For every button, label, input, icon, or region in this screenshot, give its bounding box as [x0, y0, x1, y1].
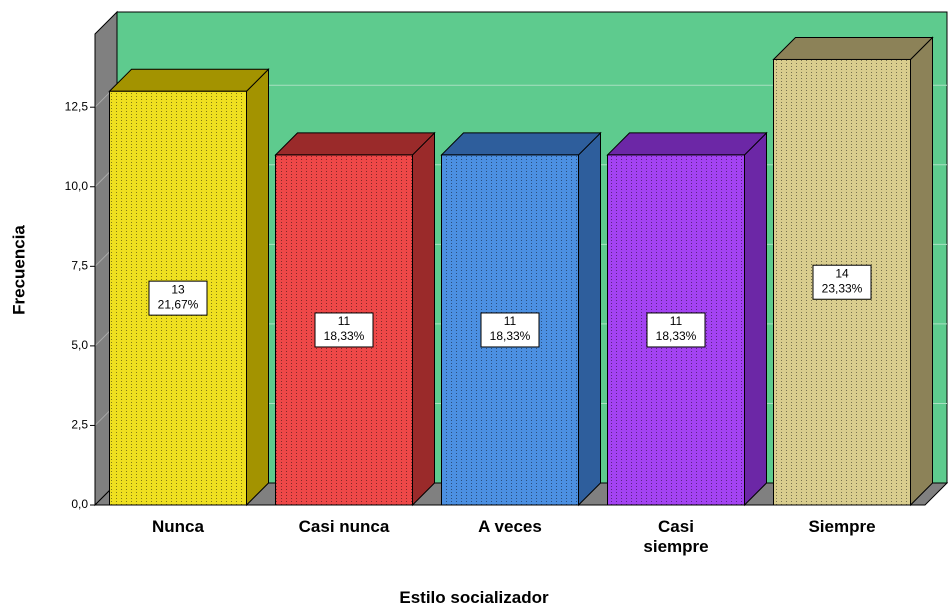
bar-side: [910, 36, 933, 507]
bar-side: [412, 131, 435, 507]
y-axis-title: Frecuencia: [9, 225, 28, 315]
x-axis-title: Estilo socializador: [399, 588, 549, 607]
bar-side: [578, 131, 601, 507]
x-tick-label: A veces: [478, 517, 542, 536]
bar-top: [772, 36, 934, 60]
data-label: 11: [670, 314, 683, 328]
y-tick-label: 10,0: [65, 179, 89, 193]
percent-label: 18,33%: [656, 329, 697, 343]
x-tick-label: Casi siempre: [643, 517, 709, 556]
x-tick-label: Casi nunca: [298, 517, 390, 536]
x-tick-label: Siempre: [808, 517, 876, 536]
x-tick-label: Nunca: [152, 517, 204, 536]
data-label-box: [314, 312, 374, 348]
percent-label: 18,33%: [490, 329, 531, 343]
data-label-box: [646, 312, 706, 348]
data-label-box: [480, 312, 540, 348]
y-tick-label: 5,0: [71, 338, 88, 352]
bar-side: [744, 131, 767, 507]
data-label: 11: [338, 314, 351, 328]
bar-top: [108, 68, 270, 92]
data-label: 14: [835, 266, 849, 280]
y-tick-label: 12,5: [65, 99, 89, 113]
data-label: 11: [504, 314, 517, 328]
data-label-box: [812, 264, 872, 300]
bar-top: [606, 132, 768, 156]
data-label-box: [148, 280, 208, 316]
data-label: 13: [171, 282, 185, 296]
y-tick-label: 0,0: [71, 497, 88, 511]
percent-label: 23,33%: [822, 281, 863, 295]
percent-label: 18,33%: [324, 329, 365, 343]
bar-top: [440, 132, 602, 156]
percent-label: 21,67%: [158, 297, 199, 311]
bar-top: [274, 132, 436, 156]
y-tick-label: 2,5: [71, 418, 88, 432]
bar-side: [246, 68, 269, 507]
y-tick-label: 7,5: [71, 258, 88, 272]
